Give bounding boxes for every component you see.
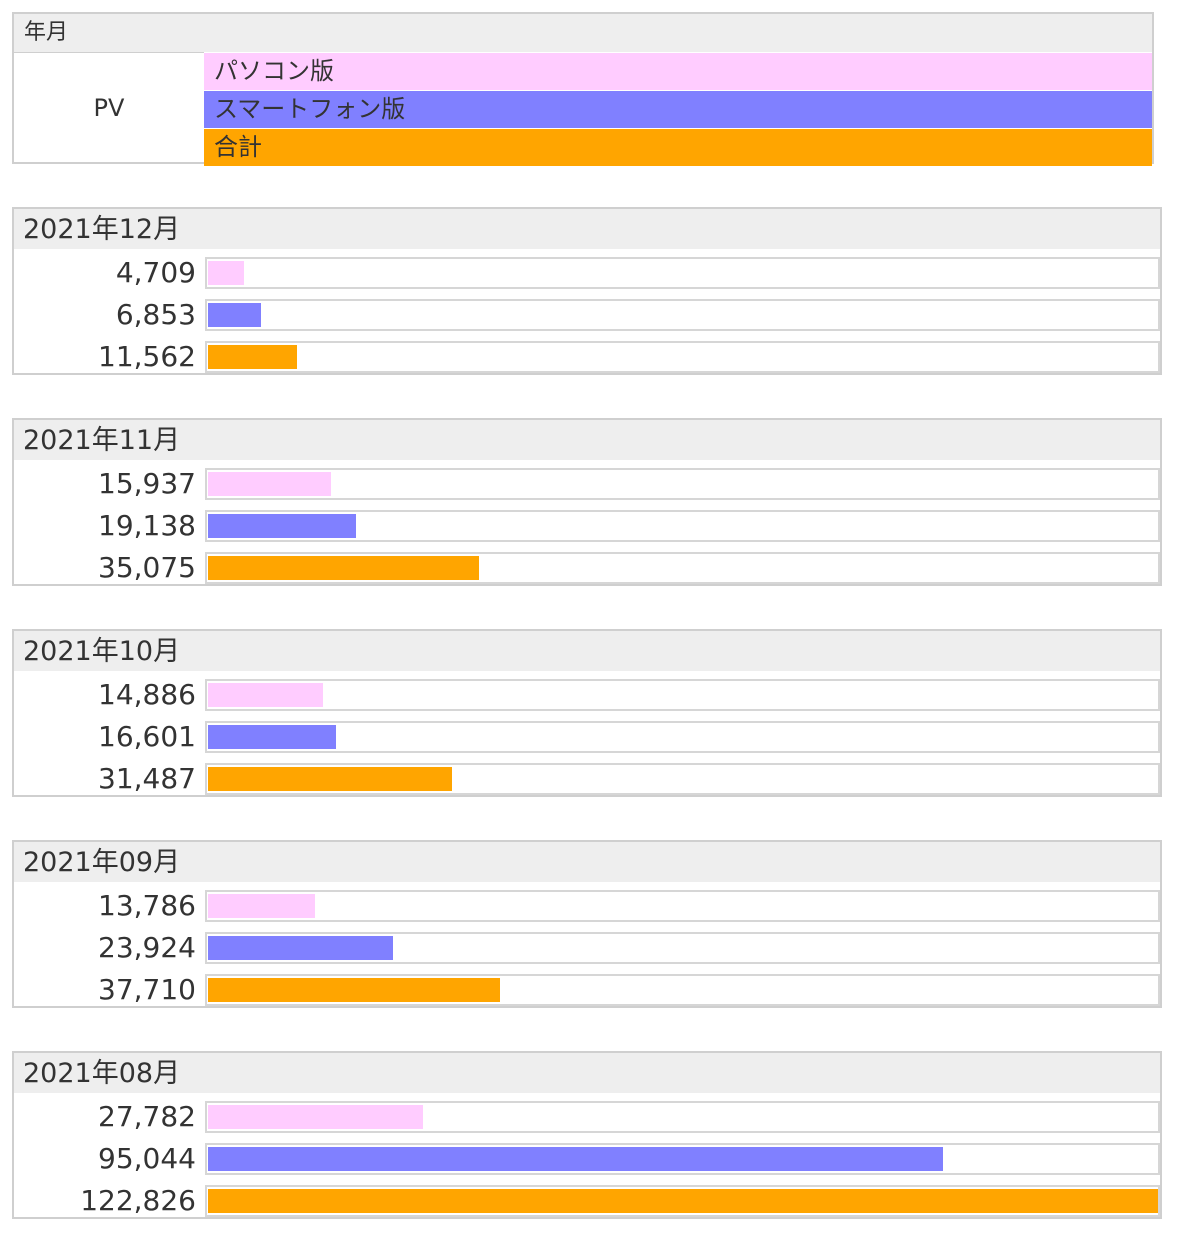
bar-track: [205, 890, 1160, 922]
bar-track: [205, 257, 1160, 289]
bar-total: [208, 1189, 1158, 1213]
bar-total: [208, 978, 500, 1002]
bar-row-pc: 15,937: [14, 466, 1160, 502]
bar-total: [208, 767, 452, 791]
bar-track: [205, 679, 1160, 711]
bar-track: [205, 341, 1160, 373]
value-label-smartphone: 19,138: [98, 509, 196, 542]
bar-row-total: 31,487: [14, 761, 1160, 797]
month-label: 2021年11月: [14, 420, 1160, 460]
month-label: 2021年09月: [14, 842, 1160, 882]
month-panel: 2021年11月 15,937 19,138 35,075: [12, 418, 1162, 586]
bar-row-pc: 14,886: [14, 677, 1160, 713]
bar-row-total: 37,710: [14, 972, 1160, 1008]
value-label-total: 11,562: [98, 340, 196, 373]
value-label-pc: 14,886: [98, 678, 196, 711]
bar-row-pc: 27,782: [14, 1099, 1160, 1135]
bar-total: [208, 556, 479, 580]
value-label-smartphone: 23,924: [98, 931, 196, 964]
bar-pc: [208, 683, 323, 707]
legend-table: 年月 PV パソコン版 スマートフォン版 合計: [12, 12, 1154, 166]
month-label: 2021年12月: [14, 209, 1160, 249]
bar-row-total: 122,826: [14, 1183, 1160, 1219]
value-label-total: 37,710: [98, 973, 196, 1006]
value-label-total: 122,826: [80, 1184, 196, 1217]
legend-header: 年月: [14, 14, 1152, 53]
legend-item-smartphone: スマートフォン版: [204, 90, 1152, 128]
bar-smartphone: [208, 725, 336, 749]
bar-smartphone: [208, 1147, 943, 1171]
month-panel: 2021年08月 27,782 95,044 122,826: [12, 1051, 1162, 1219]
bar-smartphone: [208, 936, 393, 960]
value-label-pc: 27,782: [98, 1100, 196, 1133]
bar-track: [205, 468, 1160, 500]
bar-track: [205, 1185, 1160, 1217]
bar-smartphone: [208, 514, 356, 538]
value-label-pc: 4,709: [115, 256, 196, 289]
value-label-total: 35,075: [98, 551, 196, 584]
month-label: 2021年08月: [14, 1053, 1160, 1093]
bar-pc: [208, 894, 315, 918]
bar-pc: [208, 472, 331, 496]
value-label-smartphone: 95,044: [98, 1142, 196, 1175]
bar-row-pc: 4,709: [14, 255, 1160, 291]
bar-pc: [208, 1105, 423, 1129]
bar-row-smartphone: 6,853: [14, 297, 1160, 333]
legend-item-pc: パソコン版: [204, 52, 1152, 90]
bar-smartphone: [208, 303, 261, 327]
month-panel: 2021年09月 13,786 23,924 37,710: [12, 840, 1162, 1008]
legend-rows: パソコン版 スマートフォン版 合計: [204, 52, 1152, 166]
bar-track: [205, 552, 1160, 584]
bar-row-smartphone: 16,601: [14, 719, 1160, 755]
value-label-pc: 13,786: [98, 889, 196, 922]
month-panel: 2021年12月 4,709 6,853 11,562: [12, 207, 1162, 375]
bar-row-total: 11,562: [14, 339, 1160, 375]
value-label-smartphone: 6,853: [115, 298, 196, 331]
month-label: 2021年10月: [14, 631, 1160, 671]
bar-row-smartphone: 95,044: [14, 1141, 1160, 1177]
value-label-smartphone: 16,601: [98, 720, 196, 753]
bar-track: [205, 299, 1160, 331]
bar-track: [205, 974, 1160, 1006]
bar-track: [205, 510, 1160, 542]
value-label-pc: 15,937: [98, 467, 196, 500]
bar-row-total: 35,075: [14, 550, 1160, 586]
month-panel: 2021年10月 14,886 16,601 31,487: [12, 629, 1162, 797]
bar-row-pc: 13,786: [14, 888, 1160, 924]
bar-pc: [208, 261, 244, 285]
bar-track: [205, 1143, 1160, 1175]
bar-track: [205, 1101, 1160, 1133]
value-label-total: 31,487: [98, 762, 196, 795]
bar-track: [205, 932, 1160, 964]
bar-row-smartphone: 23,924: [14, 930, 1160, 966]
legend-item-total: 合計: [204, 128, 1152, 166]
bar-row-smartphone: 19,138: [14, 508, 1160, 544]
legend-pv-label: PV: [93, 94, 125, 122]
bar-total: [208, 345, 297, 369]
bar-track: [205, 763, 1160, 795]
bar-track: [205, 721, 1160, 753]
